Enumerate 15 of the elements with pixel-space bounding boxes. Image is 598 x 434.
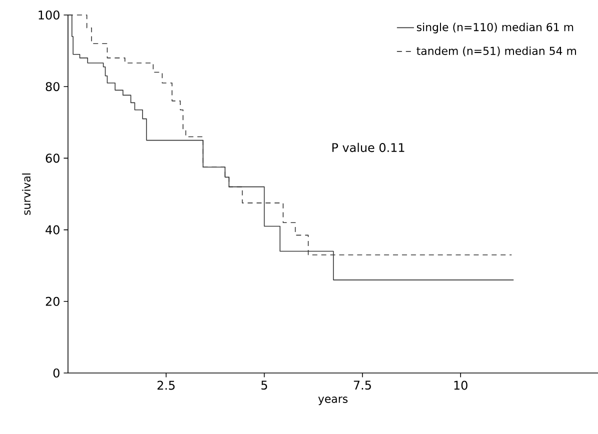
y-tick-label: 0 — [53, 368, 60, 378]
legend-label: tandem (n=51) median 54 m — [416, 46, 576, 56]
annotation: P value 0.11 — [332, 142, 404, 152]
x-axis-title: years — [318, 396, 348, 406]
x-tick-label: 2.5 — [158, 380, 175, 390]
y-axis-title: survival — [22, 174, 31, 215]
y-tick-label: 40 — [46, 225, 60, 234]
y-tick-label: 80 — [46, 82, 60, 92]
x-tick-label: 5 — [261, 380, 268, 390]
x-tick-label: 10 — [454, 380, 468, 390]
y-tick-label: 100 — [38, 10, 60, 20]
x-tick-label: 7.5 — [354, 380, 371, 390]
y-tick-label: 60 — [46, 154, 60, 163]
legend-label: single (n=110) median 61 m — [416, 22, 574, 34]
y-tick-label: 20 — [46, 296, 60, 306]
